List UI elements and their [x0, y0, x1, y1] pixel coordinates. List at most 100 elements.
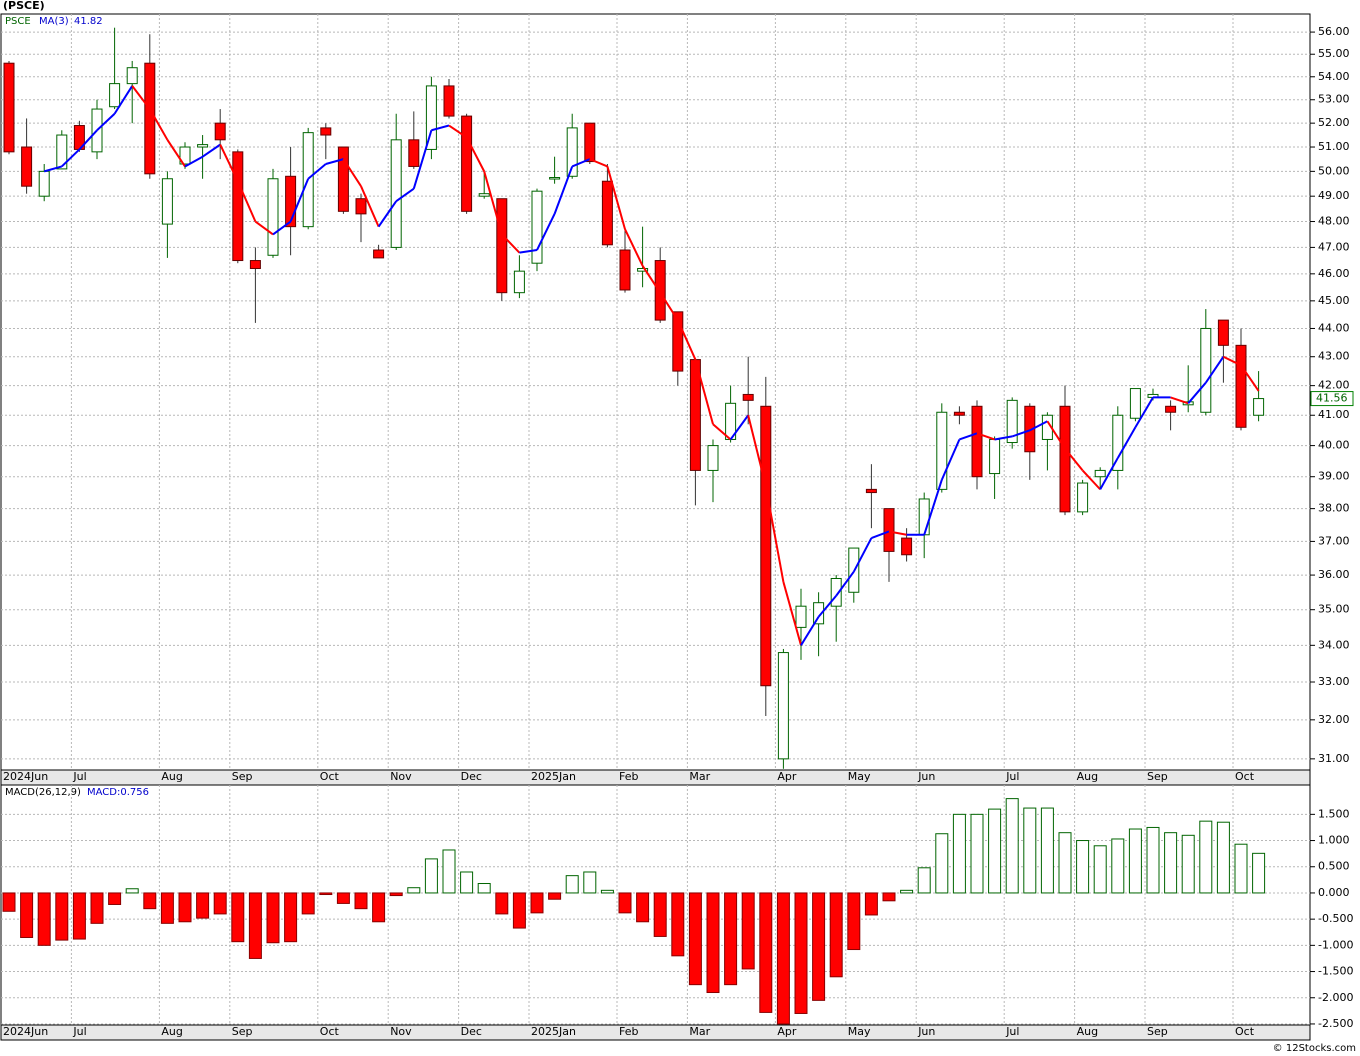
ma-segment [431, 124, 450, 132]
ma-segment [342, 158, 362, 187]
macd-bar [196, 892, 210, 919]
macd-bar [882, 892, 896, 902]
candle-body [373, 249, 385, 259]
candle-body [214, 122, 226, 141]
ma-segment [536, 213, 556, 251]
x-tick-label: Jun [917, 770, 935, 783]
ma-segment [219, 144, 239, 182]
y-tick-label: 37.00 [1318, 534, 1350, 547]
y-tick-label: 31.00 [1318, 752, 1350, 765]
ma-segment [272, 220, 292, 236]
y-tick-label: 40.00 [1318, 439, 1350, 452]
candle-body [1094, 469, 1106, 478]
candle-body [513, 270, 525, 294]
ma-segment [1222, 355, 1242, 367]
ma-segment [994, 435, 1013, 441]
ma-segment [782, 581, 802, 646]
macd-bar [108, 892, 122, 905]
x-tick-label: May [848, 770, 871, 783]
x-tick-label: Jul [72, 1025, 86, 1038]
macd-bar [512, 892, 526, 929]
ma-segment [729, 414, 750, 441]
ma-segment [377, 200, 398, 228]
y-tick-label: -0.500 [1318, 912, 1353, 925]
macd-bar [864, 892, 878, 916]
candle-body [179, 146, 191, 165]
ma-segment [448, 124, 468, 139]
y-tick-label: 34.00 [1318, 638, 1350, 651]
macd-bar [1111, 838, 1125, 894]
y-tick-label: 52.00 [1318, 116, 1350, 129]
date-strip [0, 1024, 1311, 1041]
ma-segment [412, 129, 433, 189]
macd-bar [917, 867, 931, 894]
macd-bar [565, 875, 579, 894]
candle-body [1129, 388, 1141, 419]
ma-segment [553, 166, 574, 215]
candle-body [109, 83, 121, 108]
x-tick-label: Nov [390, 770, 412, 783]
macd-bar [143, 892, 157, 910]
y-tick-label: 0.000 [1318, 886, 1350, 899]
ma-segment [694, 359, 714, 425]
macd-bar [354, 892, 368, 910]
ma-segment [96, 113, 116, 131]
ma-segment [624, 228, 644, 267]
x-tick-label: Sep [1147, 770, 1168, 783]
ma-segment [307, 163, 327, 180]
y-tick-label: 39.00 [1318, 470, 1350, 483]
footer: © 12Stocks.com [1273, 1043, 1356, 1054]
macd-bar [2, 892, 16, 912]
candle-body [496, 198, 508, 294]
ma-segment [1116, 426, 1137, 459]
macd-bar [178, 892, 192, 923]
candle-body [337, 146, 349, 212]
x-tick-label: Mar [689, 1025, 710, 1038]
macd-bar [90, 892, 104, 924]
macd-bar [424, 858, 438, 894]
x-tick-label: Oct [1235, 1025, 1255, 1038]
macd-bar [847, 892, 861, 951]
ma-segment [1170, 396, 1189, 405]
x-tick-label: Apr [777, 1025, 797, 1038]
ma-segment [148, 108, 169, 141]
macd-bar [72, 892, 86, 940]
y-tick-label: 1.500 [1318, 807, 1350, 820]
y-tick-label: 36.00 [1318, 568, 1350, 581]
candle-body [249, 260, 261, 270]
x-tick-label: Oct [320, 770, 340, 783]
ma-segment [923, 479, 943, 536]
x-tick-label: 2024Jun [3, 770, 48, 783]
macd-bar [266, 892, 280, 944]
candle-body [601, 180, 613, 246]
y-tick-label: 46.00 [1318, 267, 1350, 280]
macd-bar [37, 892, 51, 946]
y-tick-label: 0.500 [1318, 860, 1350, 873]
ma-segment [236, 180, 257, 222]
candle-body [21, 146, 33, 187]
candle-body [707, 445, 719, 471]
macd-bar [1164, 832, 1178, 894]
ma-segment [764, 486, 785, 583]
ma-segment [589, 158, 608, 168]
macd-bar [988, 808, 1002, 894]
y-tick-label: 45.00 [1318, 294, 1350, 307]
ma-segment [871, 530, 890, 540]
macd-bar [653, 892, 667, 937]
ma-segment [202, 143, 221, 158]
macd-bar [1216, 821, 1230, 894]
macd-bar [389, 892, 403, 897]
candle-body [1217, 319, 1229, 346]
ma-segment [1240, 364, 1260, 392]
ma-value: 41.82 [74, 16, 103, 27]
candle-body [408, 139, 420, 167]
macd-bar [460, 871, 474, 894]
x-tick-label: Sep [232, 1025, 253, 1038]
y-tick-label: 32.00 [1318, 713, 1350, 726]
macd-bar [618, 892, 632, 914]
candle-body [901, 537, 913, 556]
macd-bar [407, 887, 421, 894]
candle-body [654, 260, 666, 321]
x-tick-label: Jul [1005, 1025, 1019, 1038]
